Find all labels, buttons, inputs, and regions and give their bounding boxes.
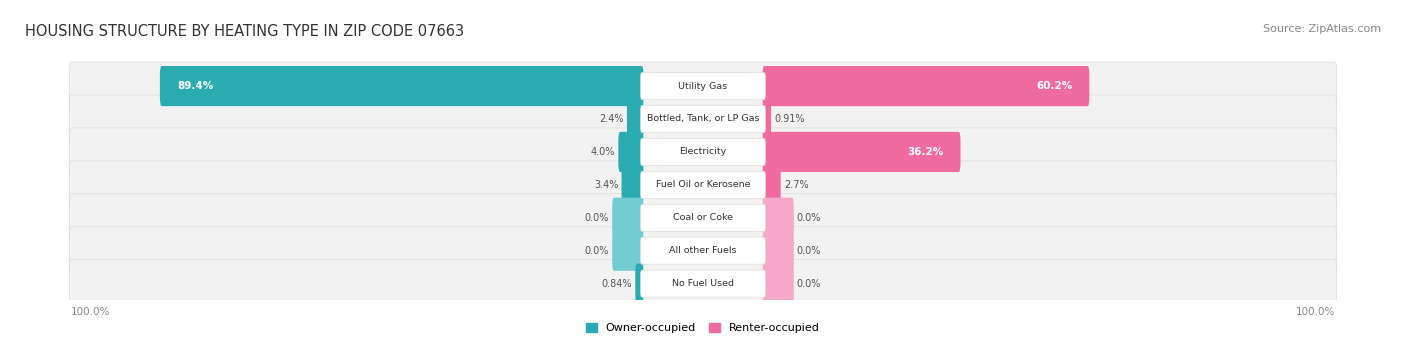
- FancyBboxPatch shape: [627, 99, 644, 139]
- Text: No Fuel Used: No Fuel Used: [672, 279, 734, 288]
- Text: 89.4%: 89.4%: [177, 81, 214, 91]
- FancyBboxPatch shape: [69, 194, 1337, 242]
- Text: 0.0%: 0.0%: [797, 246, 821, 256]
- FancyBboxPatch shape: [641, 237, 765, 264]
- FancyBboxPatch shape: [69, 128, 1337, 176]
- FancyBboxPatch shape: [160, 66, 644, 106]
- FancyBboxPatch shape: [619, 132, 644, 172]
- FancyBboxPatch shape: [641, 138, 765, 165]
- FancyBboxPatch shape: [636, 264, 644, 304]
- FancyBboxPatch shape: [762, 231, 794, 271]
- Text: Utility Gas: Utility Gas: [679, 81, 727, 91]
- Text: 60.2%: 60.2%: [1036, 81, 1073, 91]
- FancyBboxPatch shape: [69, 95, 1337, 143]
- FancyBboxPatch shape: [641, 204, 765, 231]
- Text: 3.4%: 3.4%: [595, 180, 619, 190]
- Text: 100.0%: 100.0%: [72, 307, 111, 317]
- FancyBboxPatch shape: [762, 99, 770, 139]
- Text: 2.7%: 2.7%: [783, 180, 808, 190]
- FancyBboxPatch shape: [612, 231, 644, 271]
- Text: 2.4%: 2.4%: [599, 114, 624, 124]
- Text: Source: ZipAtlas.com: Source: ZipAtlas.com: [1263, 24, 1381, 34]
- Text: 0.0%: 0.0%: [585, 246, 609, 256]
- FancyBboxPatch shape: [69, 161, 1337, 209]
- FancyBboxPatch shape: [762, 165, 780, 205]
- Text: 0.0%: 0.0%: [585, 213, 609, 223]
- FancyBboxPatch shape: [612, 198, 644, 238]
- FancyBboxPatch shape: [762, 264, 794, 304]
- Text: 0.0%: 0.0%: [797, 213, 821, 223]
- Text: Bottled, Tank, or LP Gas: Bottled, Tank, or LP Gas: [647, 115, 759, 123]
- Legend: Owner-occupied, Renter-occupied: Owner-occupied, Renter-occupied: [581, 318, 825, 338]
- FancyBboxPatch shape: [621, 165, 644, 205]
- Text: HOUSING STRUCTURE BY HEATING TYPE IN ZIP CODE 07663: HOUSING STRUCTURE BY HEATING TYPE IN ZIP…: [25, 24, 464, 39]
- FancyBboxPatch shape: [762, 132, 960, 172]
- Text: Electricity: Electricity: [679, 147, 727, 157]
- Text: Fuel Oil or Kerosene: Fuel Oil or Kerosene: [655, 180, 751, 189]
- Text: 100.0%: 100.0%: [1295, 307, 1334, 317]
- FancyBboxPatch shape: [762, 66, 1090, 106]
- Text: All other Fuels: All other Fuels: [669, 246, 737, 255]
- FancyBboxPatch shape: [762, 198, 794, 238]
- FancyBboxPatch shape: [641, 73, 765, 100]
- FancyBboxPatch shape: [69, 260, 1337, 308]
- FancyBboxPatch shape: [641, 171, 765, 198]
- FancyBboxPatch shape: [641, 270, 765, 297]
- FancyBboxPatch shape: [69, 62, 1337, 110]
- Text: 0.0%: 0.0%: [797, 279, 821, 288]
- Text: 0.91%: 0.91%: [775, 114, 804, 124]
- FancyBboxPatch shape: [69, 227, 1337, 275]
- Text: Coal or Coke: Coal or Coke: [673, 213, 733, 222]
- Text: 0.84%: 0.84%: [602, 279, 633, 288]
- Text: 36.2%: 36.2%: [907, 147, 943, 157]
- FancyBboxPatch shape: [641, 105, 765, 133]
- Text: 4.0%: 4.0%: [591, 147, 616, 157]
